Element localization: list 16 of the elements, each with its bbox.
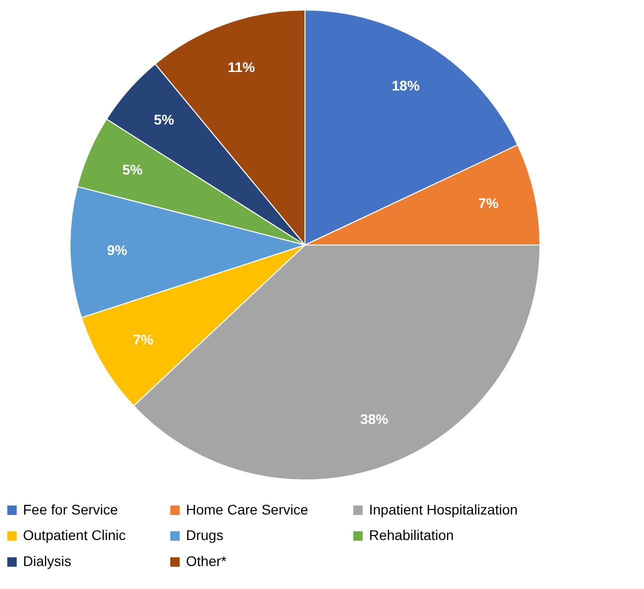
data-label: 7% <box>478 194 500 211</box>
data-label: 9% <box>106 242 128 258</box>
legend-label: Home Care Service <box>186 501 308 518</box>
legend-label: Outpatient Clinic <box>23 527 126 543</box>
legend-label: Rehabilitation <box>369 527 454 543</box>
legend-label: Other* <box>186 553 228 569</box>
data-label: 5% <box>122 161 144 178</box>
data-label: 5% <box>154 112 175 128</box>
data-label: 7% <box>133 332 154 348</box>
data-label: 18% <box>392 77 420 94</box>
legend-label: Dialysis <box>23 553 72 569</box>
legend-label: Fee for Service <box>23 501 118 518</box>
legend-label: Inpatient Hospitalization <box>369 501 518 518</box>
legend-label: Drugs <box>186 527 224 543</box>
data-label: 11% <box>228 59 256 76</box>
data-label: 38% <box>360 410 389 427</box>
